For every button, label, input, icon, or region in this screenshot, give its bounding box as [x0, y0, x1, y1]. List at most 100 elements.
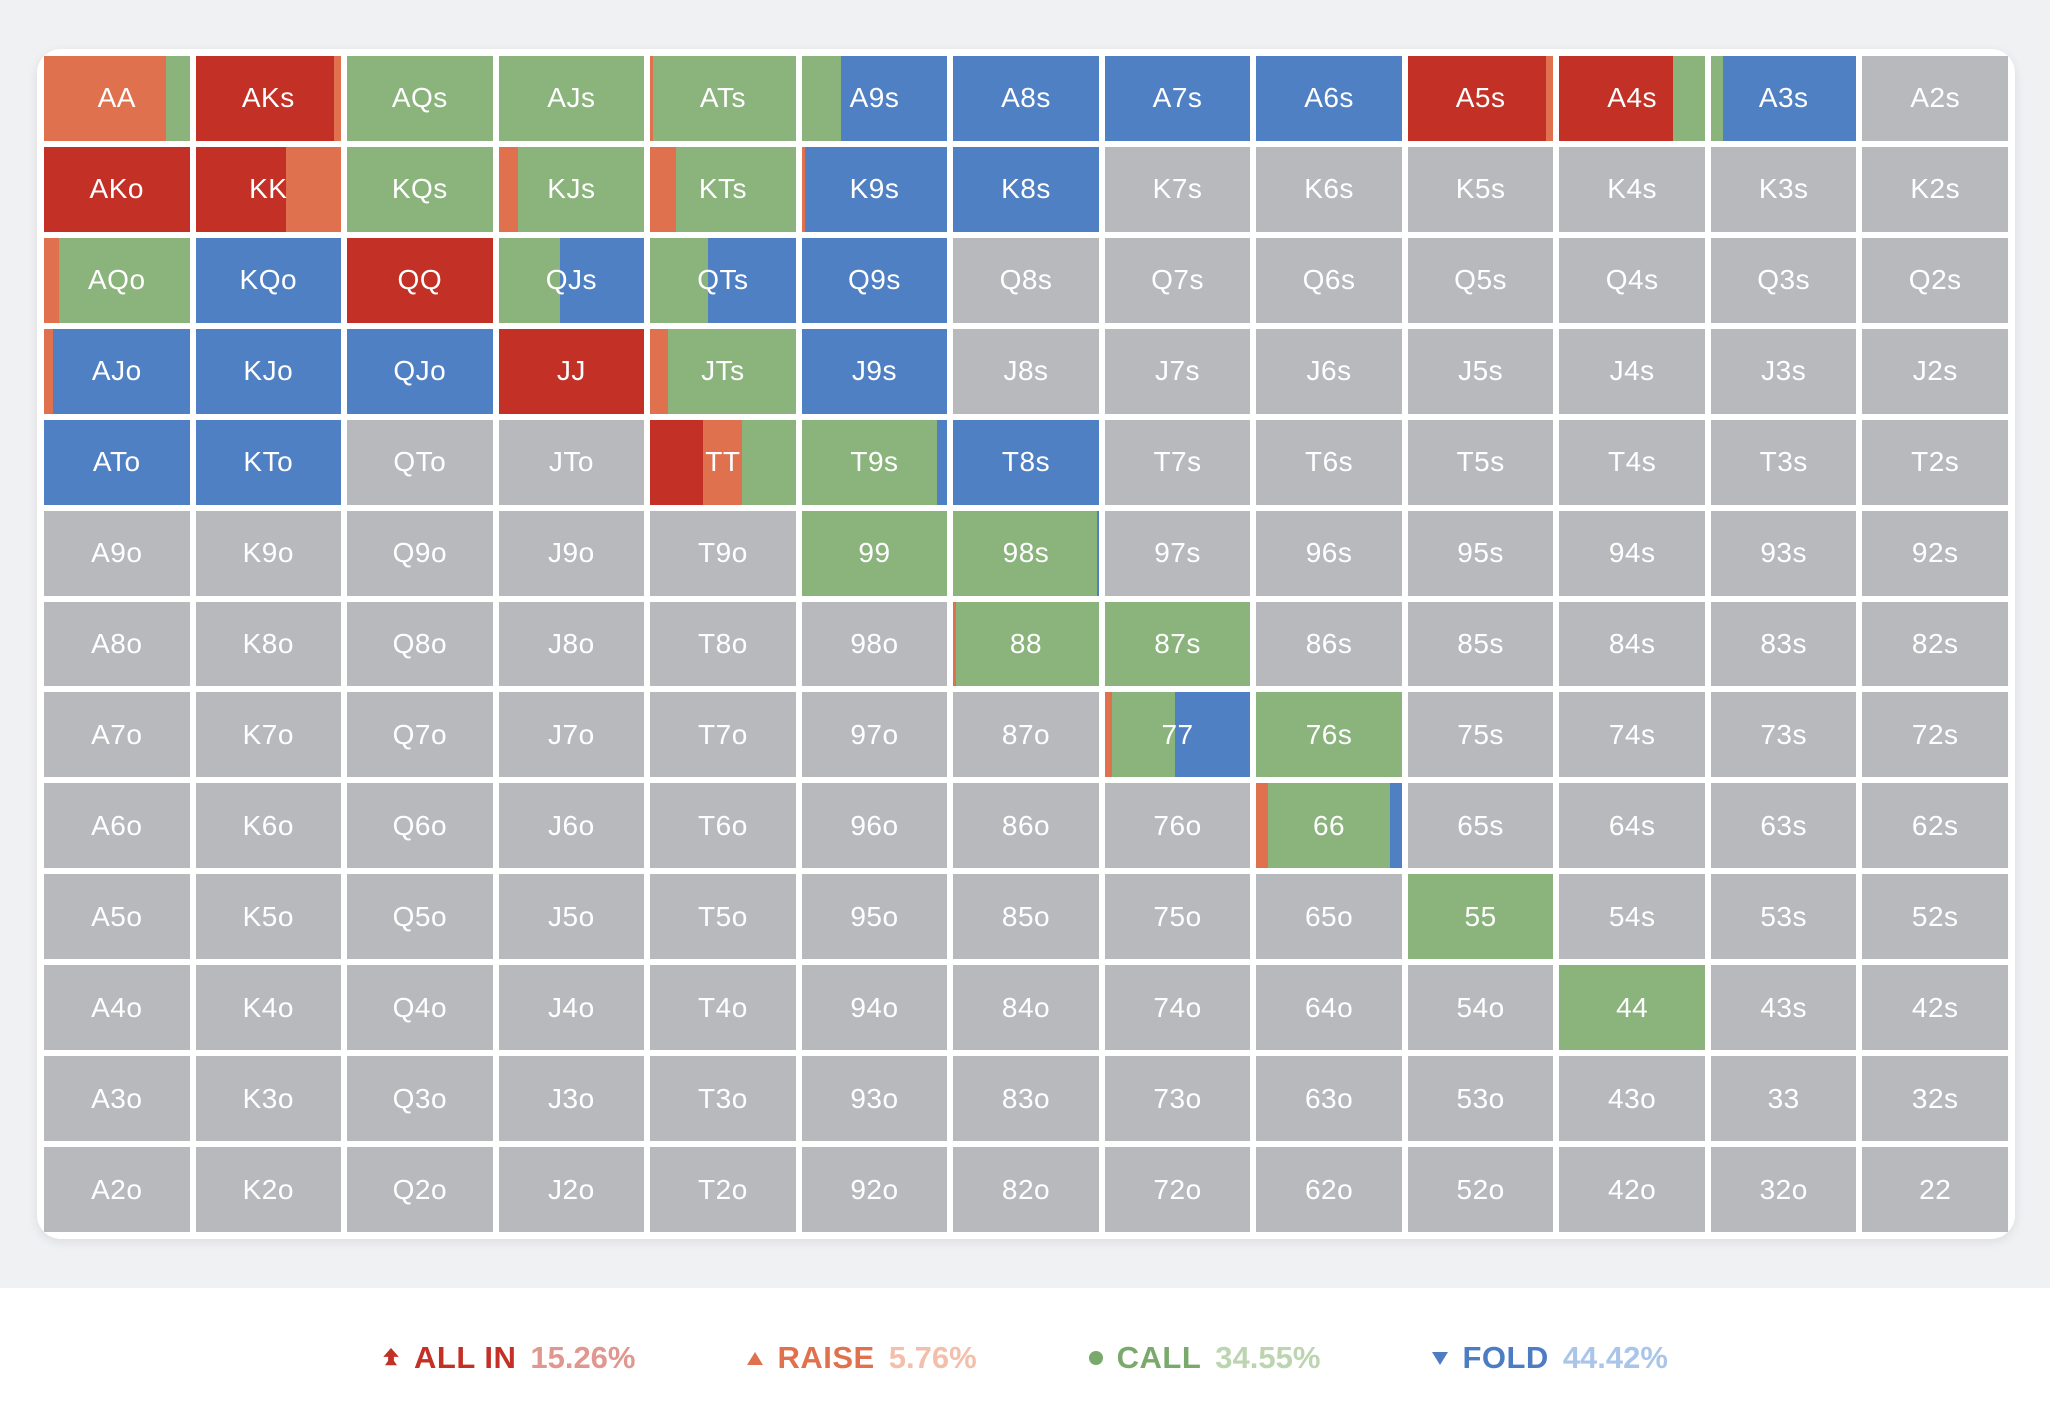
hand-cell-85o[interactable]: 85o [953, 874, 1099, 960]
hand-cell-98s[interactable]: 98s [953, 510, 1099, 596]
hand-cell-43o[interactable]: 43o [1559, 1056, 1705, 1142]
hand-cell-A6s[interactable]: A6s [1256, 56, 1402, 141]
hand-cell-65o[interactable]: 65o [1256, 874, 1402, 960]
hand-cell-AJs[interactable]: AJs [498, 56, 645, 141]
hand-cell-92s[interactable]: 92s [1862, 510, 2008, 596]
hand-cell-K8s[interactable]: K8s [953, 146, 1099, 232]
hand-cell-AKo[interactable]: AKo [44, 146, 190, 232]
hand-cell-53o[interactable]: 53o [1407, 1056, 1554, 1142]
hand-cell-Q2s[interactable]: Q2s [1862, 237, 2008, 323]
hand-cell-K3s[interactable]: K3s [1710, 146, 1857, 232]
hand-cell-KTo[interactable]: KTo [195, 419, 342, 505]
hand-cell-Q9o[interactable]: Q9o [347, 510, 493, 596]
hand-cell-22[interactable]: 22 [1862, 1147, 2008, 1232]
hand-cell-T5s[interactable]: T5s [1407, 419, 1554, 505]
hand-cell-T3o[interactable]: T3o [650, 1056, 796, 1142]
hand-cell-J2o[interactable]: J2o [498, 1147, 645, 1232]
hand-cell-52s[interactable]: 52s [1862, 874, 2008, 960]
hand-cell-KQs[interactable]: KQs [347, 146, 493, 232]
hand-cell-54o[interactable]: 54o [1407, 965, 1554, 1051]
hand-cell-A2s[interactable]: A2s [1862, 56, 2008, 141]
hand-cell-A8o[interactable]: A8o [44, 601, 190, 687]
hand-cell-83s[interactable]: 83s [1710, 601, 1857, 687]
hand-cell-KK[interactable]: KK [195, 146, 342, 232]
hand-cell-86o[interactable]: 86o [953, 783, 1099, 869]
hand-cell-K7o[interactable]: K7o [195, 692, 342, 778]
hand-cell-KJs[interactable]: KJs [498, 146, 645, 232]
hand-cell-J7o[interactable]: J7o [498, 692, 645, 778]
hand-cell-97s[interactable]: 97s [1104, 510, 1251, 596]
hand-cell-84s[interactable]: 84s [1559, 601, 1705, 687]
hand-cell-72o[interactable]: 72o [1104, 1147, 1251, 1232]
hand-cell-Q3s[interactable]: Q3s [1710, 237, 1857, 323]
hand-cell-A5o[interactable]: A5o [44, 874, 190, 960]
hand-cell-86s[interactable]: 86s [1256, 601, 1402, 687]
hand-cell-QJo[interactable]: QJo [347, 328, 493, 414]
hand-cell-64s[interactable]: 64s [1559, 783, 1705, 869]
hand-cell-J2s[interactable]: J2s [1862, 328, 2008, 414]
hand-cell-K9s[interactable]: K9s [801, 146, 948, 232]
hand-cell-85s[interactable]: 85s [1407, 601, 1554, 687]
hand-cell-TT[interactable]: TT [650, 419, 796, 505]
hand-cell-A9s[interactable]: A9s [801, 56, 948, 141]
hand-cell-32o[interactable]: 32o [1710, 1147, 1857, 1232]
hand-cell-K5s[interactable]: K5s [1407, 146, 1554, 232]
hand-cell-93o[interactable]: 93o [801, 1056, 948, 1142]
hand-cell-JJ[interactable]: JJ [498, 328, 645, 414]
hand-cell-A7o[interactable]: A7o [44, 692, 190, 778]
hand-cell-66[interactable]: 66 [1256, 783, 1402, 869]
hand-cell-Q6o[interactable]: Q6o [347, 783, 493, 869]
hand-cell-55[interactable]: 55 [1407, 874, 1554, 960]
hand-cell-53s[interactable]: 53s [1710, 874, 1857, 960]
hand-cell-K3o[interactable]: K3o [195, 1056, 342, 1142]
hand-cell-Q7s[interactable]: Q7s [1104, 237, 1251, 323]
hand-cell-J5s[interactable]: J5s [1407, 328, 1554, 414]
hand-cell-Q2o[interactable]: Q2o [347, 1147, 493, 1232]
hand-cell-ATs[interactable]: ATs [650, 56, 796, 141]
hand-cell-77[interactable]: 77 [1104, 692, 1251, 778]
hand-cell-95o[interactable]: 95o [801, 874, 948, 960]
hand-cell-99[interactable]: 99 [801, 510, 948, 596]
hand-cell-96o[interactable]: 96o [801, 783, 948, 869]
hand-cell-A7s[interactable]: A7s [1104, 56, 1251, 141]
hand-cell-JTo[interactable]: JTo [498, 419, 645, 505]
hand-cell-T4s[interactable]: T4s [1559, 419, 1705, 505]
hand-cell-52o[interactable]: 52o [1407, 1147, 1554, 1232]
hand-cell-Q7o[interactable]: Q7o [347, 692, 493, 778]
hand-cell-T6s[interactable]: T6s [1256, 419, 1402, 505]
hand-cell-Q3o[interactable]: Q3o [347, 1056, 493, 1142]
hand-cell-T2s[interactable]: T2s [1862, 419, 2008, 505]
hand-cell-32s[interactable]: 32s [1862, 1056, 2008, 1142]
hand-cell-J5o[interactable]: J5o [498, 874, 645, 960]
hand-cell-QTo[interactable]: QTo [347, 419, 493, 505]
hand-cell-54s[interactable]: 54s [1559, 874, 1705, 960]
hand-cell-KQo[interactable]: KQo [195, 237, 342, 323]
hand-cell-87o[interactable]: 87o [953, 692, 1099, 778]
hand-cell-62s[interactable]: 62s [1862, 783, 2008, 869]
hand-cell-J7s[interactable]: J7s [1104, 328, 1251, 414]
hand-cell-AQs[interactable]: AQs [347, 56, 493, 141]
hand-cell-93s[interactable]: 93s [1710, 510, 1857, 596]
hand-cell-A8s[interactable]: A8s [953, 56, 1099, 141]
hand-cell-A5s[interactable]: A5s [1407, 56, 1554, 141]
hand-cell-T6o[interactable]: T6o [650, 783, 796, 869]
hand-cell-43s[interactable]: 43s [1710, 965, 1857, 1051]
hand-cell-Q5s[interactable]: Q5s [1407, 237, 1554, 323]
hand-cell-76o[interactable]: 76o [1104, 783, 1251, 869]
hand-cell-87s[interactable]: 87s [1104, 601, 1251, 687]
hand-cell-K7s[interactable]: K7s [1104, 146, 1251, 232]
hand-cell-64o[interactable]: 64o [1256, 965, 1402, 1051]
hand-cell-65s[interactable]: 65s [1407, 783, 1554, 869]
hand-cell-K5o[interactable]: K5o [195, 874, 342, 960]
hand-cell-96s[interactable]: 96s [1256, 510, 1402, 596]
hand-cell-Q9s[interactable]: Q9s [801, 237, 948, 323]
hand-cell-33[interactable]: 33 [1710, 1056, 1857, 1142]
hand-cell-K2s[interactable]: K2s [1862, 146, 2008, 232]
hand-cell-K4s[interactable]: K4s [1559, 146, 1705, 232]
hand-cell-J3o[interactable]: J3o [498, 1056, 645, 1142]
hand-cell-QTs[interactable]: QTs [650, 237, 796, 323]
hand-cell-42o[interactable]: 42o [1559, 1147, 1705, 1232]
hand-cell-K4o[interactable]: K4o [195, 965, 342, 1051]
hand-cell-94s[interactable]: 94s [1559, 510, 1705, 596]
hand-cell-82o[interactable]: 82o [953, 1147, 1099, 1232]
